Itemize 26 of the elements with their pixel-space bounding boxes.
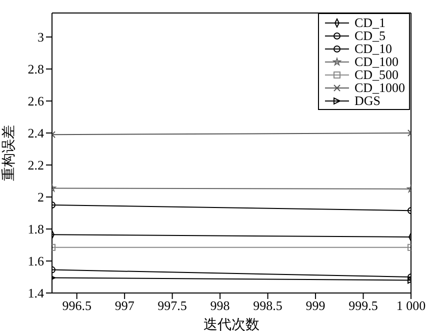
y-tick-label: 3 — [38, 30, 44, 45]
x-axis-title: 迭代次数 — [204, 317, 260, 331]
x-tick-label: 998.5 — [253, 298, 282, 314]
legend-label: CD_1000 — [354, 80, 405, 95]
y-tick-label: 2.2 — [28, 158, 44, 173]
x-tick-label: 996.5 — [62, 298, 92, 314]
y-tick-label: 2.4 — [28, 126, 44, 141]
x-tick-label: 999 — [306, 298, 326, 314]
y-tick-label: 2 — [38, 190, 44, 205]
y-tick-label: 1.4 — [28, 286, 44, 301]
legend-label: CD_500 — [354, 67, 398, 82]
legend-label: CD_5 — [354, 28, 386, 43]
y-axis-title: 重构误差 — [0, 125, 17, 181]
y-tick-label: 2.6 — [28, 94, 44, 109]
legend-label: CD_1 — [354, 15, 386, 30]
y-tick-label: 2.8 — [28, 62, 44, 77]
x-tick-label: 997.5 — [158, 298, 187, 314]
legend-label: DGS — [354, 93, 380, 108]
y-tick-label: 1.8 — [28, 222, 44, 237]
x-tick-label: 999.5 — [348, 298, 378, 314]
legend-label: CD_10 — [354, 41, 392, 56]
legend-label: CD_100 — [354, 54, 398, 69]
y-tick-label: 1.6 — [28, 254, 44, 269]
x-tick-label: 1 000 — [396, 298, 426, 314]
x-tick-label: 998 — [210, 298, 230, 314]
x-tick-label: 997 — [114, 298, 135, 314]
